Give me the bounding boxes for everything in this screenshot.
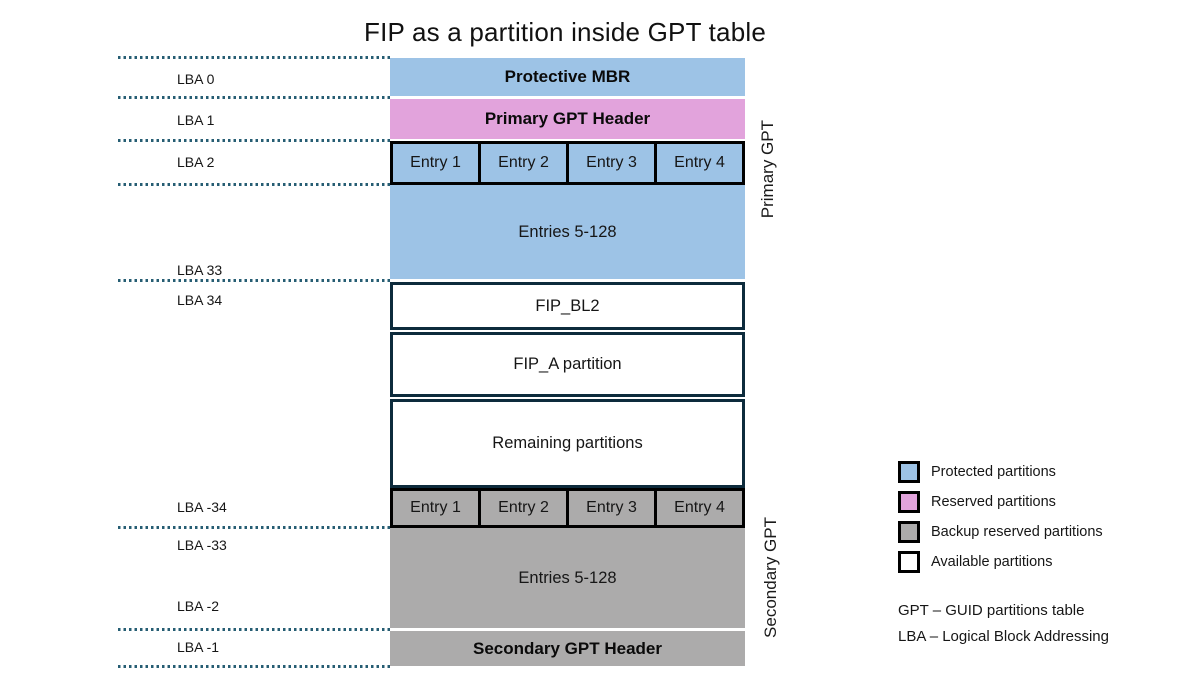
lba-label: LBA 34 [177,292,223,308]
dotted-divider [118,526,390,529]
legend-item: Backup reserved partitions [898,521,1103,543]
entry-cell: Entry 4 [654,488,745,528]
legend-item: Reserved partitions [898,491,1056,513]
entry-cell: Entry 2 [478,488,569,528]
dotted-divider [118,279,390,282]
legend-label: Reserved partitions [931,494,1056,510]
legend-color-swatch [898,491,920,513]
primary-gpt-side-label: Primary GPT [758,119,777,219]
dotted-divider [118,96,390,99]
lba-label: LBA -34 [177,499,227,515]
block-protective-mbr: Protective MBR [390,58,745,96]
dotted-divider [118,665,390,668]
legend-item: Protected partitions [898,461,1056,483]
entry-cell: Entry 3 [566,488,657,528]
lba-label: LBA 33 [177,262,223,278]
entry-cell: Entry 2 [478,141,569,185]
block-secondary-gpt-header: Secondary GPT Header [390,631,745,666]
secondary-gpt-side-label: Secondary GPT [761,516,780,638]
dotted-divider [118,56,390,59]
legend-color-swatch [898,461,920,483]
lba-label: LBA -2 [177,598,220,614]
lba-label: LBA 1 [177,112,215,128]
lba-label: LBA -1 [177,639,220,655]
footnote-lba: LBA – Logical Block Addressing [898,628,1109,645]
legend-label: Backup reserved partitions [931,524,1103,540]
block-primary-gpt-header: Primary GPT Header [390,99,745,139]
legend-color-swatch [898,551,920,573]
lba-label: LBA 0 [177,71,215,87]
block-primary-entries-5-128: Entries 5-128 [390,185,745,279]
legend-label: Protected partitions [931,464,1056,480]
block-fip-bl2: FIP_BL2 [390,282,745,330]
dotted-divider [118,628,390,631]
footnote-gpt: GPT – GUID partitions table [898,602,1085,619]
primary-entry-row: Entry 1 Entry 2 Entry 3 Entry 4 [390,141,745,185]
legend-label: Available partitions [931,554,1053,570]
block-remaining-partitions: Remaining partitions [390,399,745,488]
lba-label: LBA -33 [177,537,227,553]
diagram-title: FIP as a partition inside GPT table [363,17,767,47]
entry-cell: Entry 1 [390,488,481,528]
legend-color-swatch [898,521,920,543]
dotted-divider [118,183,390,186]
dotted-divider [118,139,390,142]
legend-item: Available partitions [898,551,1052,573]
entry-cell: Entry 4 [654,141,745,185]
entry-cell: Entry 3 [566,141,657,185]
entry-cell: Entry 1 [390,141,481,185]
block-secondary-entries-5-128: Entries 5-128 [390,528,745,628]
secondary-entry-row: Entry 1 Entry 2 Entry 3 Entry 4 [390,488,745,528]
block-fip-a-partition: FIP_A partition [390,332,745,397]
lba-label: LBA 2 [177,154,215,170]
